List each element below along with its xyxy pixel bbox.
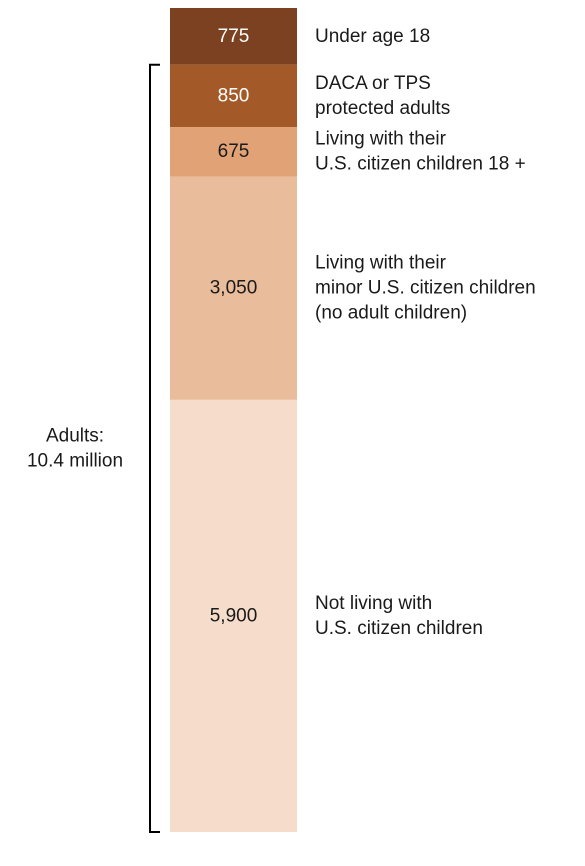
bar-segment-5 — [170, 399, 297, 832]
category-label-line: Living with their — [315, 129, 447, 150]
category-label-5: Not living with U.S. citizen children — [315, 593, 483, 639]
category-label-2: DACA or TPS protected adults — [315, 73, 450, 119]
category-label-line: Living with their — [315, 253, 447, 274]
bracket-label: Adults: 10.4 million — [27, 425, 123, 471]
bar-segment-3 — [170, 127, 297, 177]
value-labels-layer: 775 850 675 3,050 5,900 — [210, 26, 258, 627]
bar-segment-4 — [170, 176, 297, 400]
bracket-label-line: Adults: — [46, 425, 104, 446]
category-label-line: U.S. citizen children 18 + — [315, 154, 526, 175]
bar-segment-2 — [170, 64, 297, 128]
value-label-1: 775 — [218, 26, 250, 47]
category-label-3: Living with their U.S. citizen children 1… — [315, 129, 526, 175]
adults-bracket: Adults: 10.4 million — [27, 63, 160, 833]
bar-segment-1 — [170, 8, 297, 65]
bracket-label-line: 10.4 million — [27, 450, 123, 471]
category-label-line: (no adult children) — [315, 303, 467, 324]
value-label-2: 850 — [218, 85, 250, 106]
category-labels-layer: Under age 18 DACA or TPS protected adults L… — [315, 26, 536, 639]
bracket-line — [149, 63, 160, 833]
category-label-line: DACA or TPS — [315, 73, 431, 94]
value-label-3: 675 — [218, 141, 250, 162]
category-label-line: Under age 18 — [315, 26, 430, 47]
category-label-line: U.S. citizen children — [315, 618, 483, 639]
category-label-line: Not living with — [315, 593, 432, 614]
category-label-line: protected adults — [315, 98, 450, 119]
category-label-4: Living with their minor U.S. citizen chil… — [315, 253, 536, 324]
value-label-5: 5,900 — [210, 605, 258, 626]
value-label-4: 3,050 — [210, 278, 258, 299]
category-label-line: minor U.S. citizen children — [315, 278, 536, 299]
category-label-1: Under age 18 — [315, 26, 430, 47]
bars-layer — [170, 8, 297, 832]
